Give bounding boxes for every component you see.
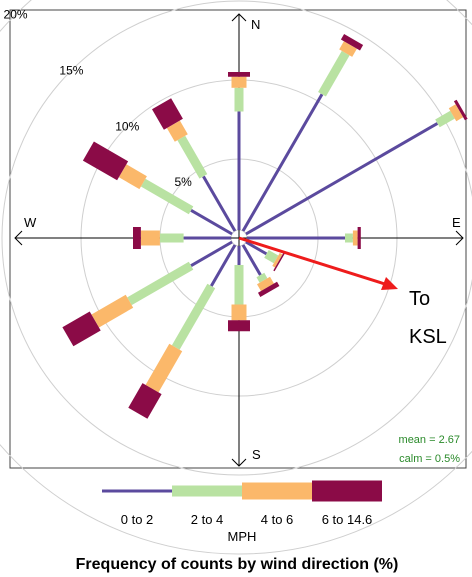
wedge-150-bin4 bbox=[258, 281, 280, 297]
wedge-180-bin2 bbox=[234, 265, 244, 305]
ring-label: 20% bbox=[4, 8, 28, 22]
compass-label-n: N bbox=[251, 17, 260, 32]
chart-title: Frequency of counts by wind direction (%… bbox=[76, 556, 399, 573]
wedge-0-bin3 bbox=[231, 76, 247, 88]
legend-label-4: 6 to 14.6 bbox=[322, 512, 373, 527]
wedge-330-bin2 bbox=[177, 135, 208, 179]
legend-swatch-4 bbox=[312, 480, 382, 502]
wedge-30-bin4 bbox=[340, 34, 364, 51]
wedge-30-bin1 bbox=[241, 93, 324, 232]
wedge-210-bin3 bbox=[145, 343, 183, 393]
arrowhead-s bbox=[231, 458, 247, 467]
wedge-120-bin3 bbox=[272, 252, 283, 268]
wedge-0-bin1 bbox=[237, 111, 241, 230]
annotation-line-1: To bbox=[409, 288, 430, 310]
wedge-240-bin1 bbox=[190, 240, 233, 267]
wedge-30-bin3 bbox=[339, 41, 357, 57]
wedge-240-bin3 bbox=[91, 294, 134, 328]
grid-ring bbox=[1, 0, 472, 476]
wedge-150-bin2 bbox=[256, 272, 268, 283]
wedge-330-bin3 bbox=[166, 120, 188, 142]
mean-stat: mean = 2.67 bbox=[399, 434, 460, 446]
wedge-90-bin2 bbox=[345, 233, 353, 243]
wedge-210-bin1 bbox=[210, 244, 237, 287]
wedge-120-bin2 bbox=[264, 250, 279, 264]
arrowhead-w bbox=[14, 230, 23, 246]
wedge-330-bin4 bbox=[152, 98, 183, 130]
wedge-30-bin2 bbox=[318, 50, 350, 97]
wedge-210-bin4 bbox=[128, 383, 162, 419]
wedge-180-bin4 bbox=[228, 320, 250, 332]
wedge-270-bin2 bbox=[159, 233, 184, 243]
wedge-270-bin4 bbox=[133, 227, 141, 249]
ring-label: 5% bbox=[174, 175, 192, 189]
wedge-0-bin2 bbox=[234, 87, 244, 112]
wedge-300-bin1 bbox=[190, 209, 233, 236]
compass-label-w: W bbox=[24, 215, 37, 230]
wedge-210-bin2 bbox=[171, 283, 216, 350]
legend: 0 to 2 2 to 4 4 to 6 6 to 14.6 bbox=[102, 480, 382, 527]
wedge-0-bin4 bbox=[228, 72, 250, 77]
ring-label: 15% bbox=[59, 63, 83, 77]
annotation-arrowhead bbox=[381, 277, 398, 290]
wedge-60-bin2 bbox=[435, 110, 455, 128]
wedge-300-bin3 bbox=[118, 164, 147, 190]
ring-labels: 5% 10% 15% 20% bbox=[4, 8, 193, 190]
wedge-60-bin3 bbox=[448, 104, 464, 122]
grid-ring bbox=[0, 0, 472, 555]
wedge-120-bin1 bbox=[245, 240, 268, 256]
wedge-240-bin4 bbox=[62, 311, 101, 347]
legend-label-2: 2 to 4 bbox=[191, 512, 224, 527]
wind-wedges bbox=[62, 34, 468, 419]
wedge-240-bin2 bbox=[127, 261, 194, 306]
calm-stat: calm = 0.5% bbox=[399, 453, 460, 465]
legend-swatch-2 bbox=[172, 485, 242, 497]
annotation-arrow-line bbox=[238, 236, 389, 287]
wedge-150-bin1 bbox=[241, 244, 262, 276]
legend-unit: MPH bbox=[228, 529, 257, 544]
direction-annotation bbox=[238, 236, 398, 290]
wedge-120-bin4 bbox=[273, 251, 286, 272]
wedge-270-bin3 bbox=[140, 230, 160, 246]
legend-swatch-3 bbox=[242, 482, 312, 500]
wedge-90-bin1 bbox=[247, 236, 345, 240]
annotation-line-2: KSL bbox=[409, 326, 447, 348]
compass-label-s: S bbox=[252, 447, 261, 462]
wedge-300-bin4 bbox=[82, 141, 129, 181]
compass-label-e: E bbox=[452, 215, 461, 230]
legend-label-1: 0 to 2 bbox=[121, 512, 154, 527]
wedge-60-bin4 bbox=[453, 99, 468, 121]
wedge-180-bin1 bbox=[237, 246, 241, 265]
legend-swatch-1 bbox=[102, 489, 172, 493]
legend-label-3: 4 to 6 bbox=[261, 512, 294, 527]
wedge-150-bin3 bbox=[257, 276, 274, 292]
wedge-90-bin3 bbox=[352, 230, 358, 246]
wedge-270-bin1 bbox=[183, 236, 231, 240]
wedge-300-bin2 bbox=[140, 178, 194, 215]
wedge-330-bin1 bbox=[202, 175, 237, 232]
wedge-90-bin4 bbox=[357, 227, 361, 249]
arrowhead-e bbox=[455, 230, 464, 246]
ring-label: 10% bbox=[115, 119, 139, 133]
wedge-180-bin3 bbox=[231, 304, 247, 321]
wedge-60-bin1 bbox=[245, 122, 439, 236]
arrowhead-n bbox=[231, 13, 247, 22]
